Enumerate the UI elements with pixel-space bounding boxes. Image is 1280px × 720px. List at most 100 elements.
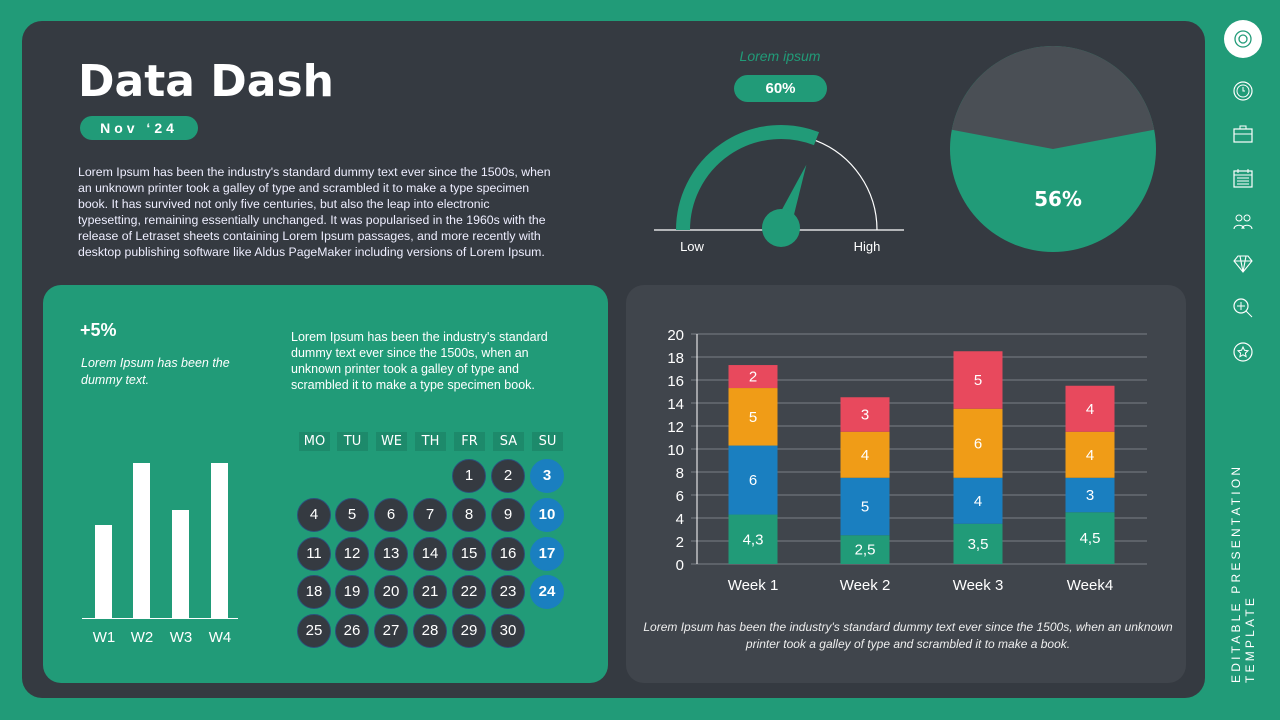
data-label: 3,5 (968, 536, 989, 553)
calendar-day[interactable]: 3 (530, 459, 564, 493)
data-label: 5 (749, 409, 757, 426)
y-tick-label: 12 (667, 419, 684, 436)
settings-icon[interactable] (1231, 27, 1255, 51)
calendar-day[interactable]: 6 (374, 498, 408, 532)
stacked-bar-segment (953, 408, 1003, 478)
mini-chart-axis (82, 618, 238, 619)
mini-bar-label: W2 (130, 629, 154, 646)
calendar-day[interactable]: 13 (374, 537, 408, 571)
x-tick-label: Week 2 (840, 577, 891, 594)
calendar-day[interactable]: 29 (452, 614, 486, 648)
calendar-day[interactable]: 4 (297, 498, 331, 532)
calendar-day[interactable]: 27 (374, 614, 408, 648)
stacked-bar-segment (953, 351, 1003, 409)
calendar-day[interactable]: 22 (452, 575, 486, 609)
calendar-day[interactable]: 16 (491, 537, 525, 571)
calendar-day[interactable]: 25 (297, 614, 331, 648)
users-icon[interactable] (1231, 209, 1255, 233)
calendar-icon[interactable] (1231, 166, 1255, 190)
stacked-bar-segment (728, 388, 778, 446)
y-tick-label: 2 (676, 534, 684, 551)
diamond-icon[interactable] (1231, 252, 1255, 276)
weekday-header: MO (299, 432, 330, 451)
calendar-day[interactable]: 15 (452, 537, 486, 571)
data-label: 4 (1086, 447, 1094, 464)
stacked-bar-segment (1065, 477, 1115, 513)
page-title: Data Dash (78, 56, 334, 107)
calendar-day[interactable]: 9 (491, 498, 525, 532)
data-label: 4,5 (1080, 530, 1101, 547)
vertical-caption-line: EDITABLE PRESENTATION (1229, 463, 1243, 683)
calendar-text-line: Lorem Ipsum has been the industry's stan… (291, 330, 548, 344)
star-icon[interactable] (1231, 340, 1255, 364)
calendar-day[interactable]: 2 (491, 459, 525, 493)
calendar-day[interactable]: 8 (452, 498, 486, 532)
weekday-header: WE (376, 432, 407, 451)
calendar-day[interactable]: 26 (335, 614, 369, 648)
stacked-bar-segment (840, 431, 890, 478)
data-label: 3 (861, 407, 869, 424)
data-label: 6 (749, 472, 757, 489)
calendar-day[interactable]: 7 (413, 498, 447, 532)
zoom-in-icon[interactable] (1231, 296, 1255, 320)
mini-bar-label: W4 (208, 629, 232, 646)
calendar-day[interactable]: 18 (297, 575, 331, 609)
weekday-header: SU (532, 432, 563, 451)
vertical-caption-line: TEMPLATE (1243, 594, 1257, 683)
calendar-day[interactable]: 12 (335, 537, 369, 571)
gauge-label: Lorem ipsum (739, 48, 821, 64)
stacked-bar-segment (728, 445, 778, 515)
weekday-header: TH (415, 432, 446, 451)
calendar-day[interactable]: 30 (491, 614, 525, 648)
calendar-day[interactable]: 19 (335, 575, 369, 609)
calendar-day[interactable]: 28 (413, 614, 447, 648)
calendar-day[interactable]: 1 (452, 459, 486, 493)
intro-line: Lorem Ipsum has been the industry's stan… (78, 165, 551, 179)
y-tick-label: 6 (676, 488, 684, 505)
growth-description: Lorem Ipsum has been the dummy text. (81, 356, 230, 387)
x-tick-label: Week 3 (953, 577, 1004, 594)
data-label: 4 (861, 447, 869, 464)
settings-button[interactable] (1224, 20, 1262, 58)
weekday-header: SA (493, 432, 524, 451)
mini-bar (133, 463, 150, 618)
x-tick-label: Week4 (1067, 577, 1113, 594)
stacked-bar-segment (1065, 385, 1115, 432)
calendar-day[interactable]: 20 (374, 575, 408, 609)
data-label: 4 (974, 493, 982, 510)
calendar-day[interactable]: 10 (530, 498, 564, 532)
vertical-caption: EDITABLE PRESENTATION TEMPLATE (1229, 464, 1257, 683)
stacked-bar-segment (953, 477, 1003, 524)
growth-value: +5% (80, 320, 117, 340)
weekday-header: FR (454, 432, 485, 451)
chart-caption: Lorem Ipsum has been the industry's stan… (643, 620, 1173, 651)
calendar-day[interactable]: 5 (335, 498, 369, 532)
data-label: 2,5 (855, 542, 876, 559)
mini-bar-label: W3 (169, 629, 193, 646)
stacked-bar-segment (728, 514, 778, 564)
data-label: 3 (1086, 487, 1094, 504)
calendar-text-line: scrambled it to make a type specimen boo… (291, 378, 535, 392)
gauge-value: 60% (734, 75, 827, 102)
calendar-text: Lorem Ipsum has been the industry's stan… (291, 329, 548, 393)
stacked-bar-segment (1065, 431, 1115, 478)
intro-line: typesetting, remaining essentially uncha… (78, 213, 546, 227)
calendar-day[interactable]: 11 (297, 537, 331, 571)
date-badge: Nov ‘24 (80, 116, 198, 140)
data-label: 4,3 (743, 531, 764, 548)
calendar-day[interactable]: 14 (413, 537, 447, 571)
calendar-day[interactable]: 21 (413, 575, 447, 609)
y-tick-label: 16 (667, 373, 684, 390)
calendar-day[interactable]: 23 (491, 575, 525, 609)
x-tick-label: Week 1 (728, 577, 779, 594)
stacked-bar-segment (728, 365, 778, 389)
calendar-day[interactable]: 24 (530, 575, 564, 609)
stacked-bar-segment (840, 477, 890, 536)
y-tick-label: 8 (676, 465, 684, 482)
briefcase-icon[interactable] (1231, 122, 1255, 146)
stacked-bar-segment (840, 397, 890, 432)
stacked-bar-segment (1065, 512, 1115, 564)
clock-icon[interactable] (1231, 79, 1255, 103)
calendar-day[interactable]: 17 (530, 537, 564, 571)
